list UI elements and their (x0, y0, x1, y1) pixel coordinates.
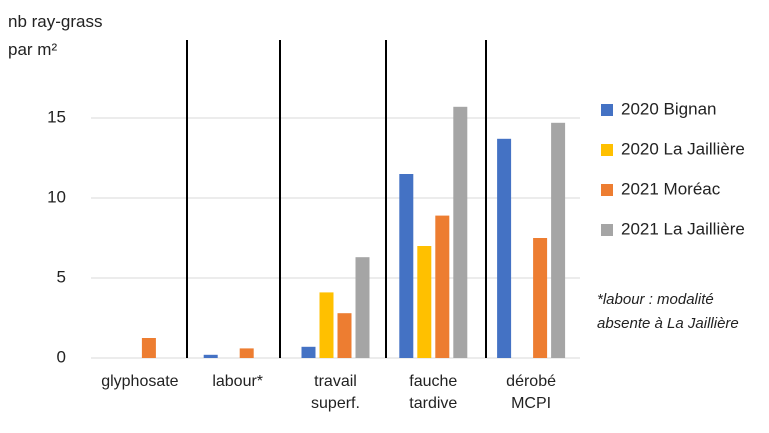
bar (355, 257, 370, 358)
legend-swatch (601, 184, 613, 196)
y-tick-label: 15 (47, 107, 66, 126)
x-tick-label: travail superf. (311, 373, 360, 412)
annotation: *labour : modalité absente à La Jaillièr… (597, 291, 739, 332)
bar (417, 246, 432, 358)
bar (551, 122, 566, 358)
bar (453, 106, 468, 358)
y-tick-label: 10 (47, 187, 66, 206)
bar (497, 138, 512, 358)
x-tick-label: dérobé MCPI (506, 373, 556, 412)
legend-label: 2020 La Jaillière (621, 139, 745, 158)
y-tick-label: 0 (57, 347, 66, 366)
bar (533, 238, 548, 358)
legend-label: 2021 Moréac (621, 179, 721, 198)
x-tick-label: labour* (212, 373, 264, 390)
bar (239, 348, 254, 358)
bar (319, 292, 334, 358)
legend-label: 2021 La Jaillière (621, 219, 745, 238)
legend-swatch (601, 224, 613, 236)
bar (337, 313, 352, 358)
x-tick-label: glyphosate (101, 373, 179, 390)
y-axis-title: nb ray-grass par m² (8, 12, 103, 59)
y-tick-label: 5 (57, 267, 66, 286)
bar (435, 215, 450, 358)
legend-label: 2020 Bignan (621, 99, 716, 118)
bar (141, 338, 156, 358)
legend-swatch (601, 144, 613, 156)
legend-swatch (601, 104, 613, 116)
x-tick-label: fauche tardive (409, 373, 458, 412)
bar (399, 174, 414, 358)
bar (301, 346, 316, 358)
separators (186, 40, 487, 358)
bar (203, 354, 218, 358)
